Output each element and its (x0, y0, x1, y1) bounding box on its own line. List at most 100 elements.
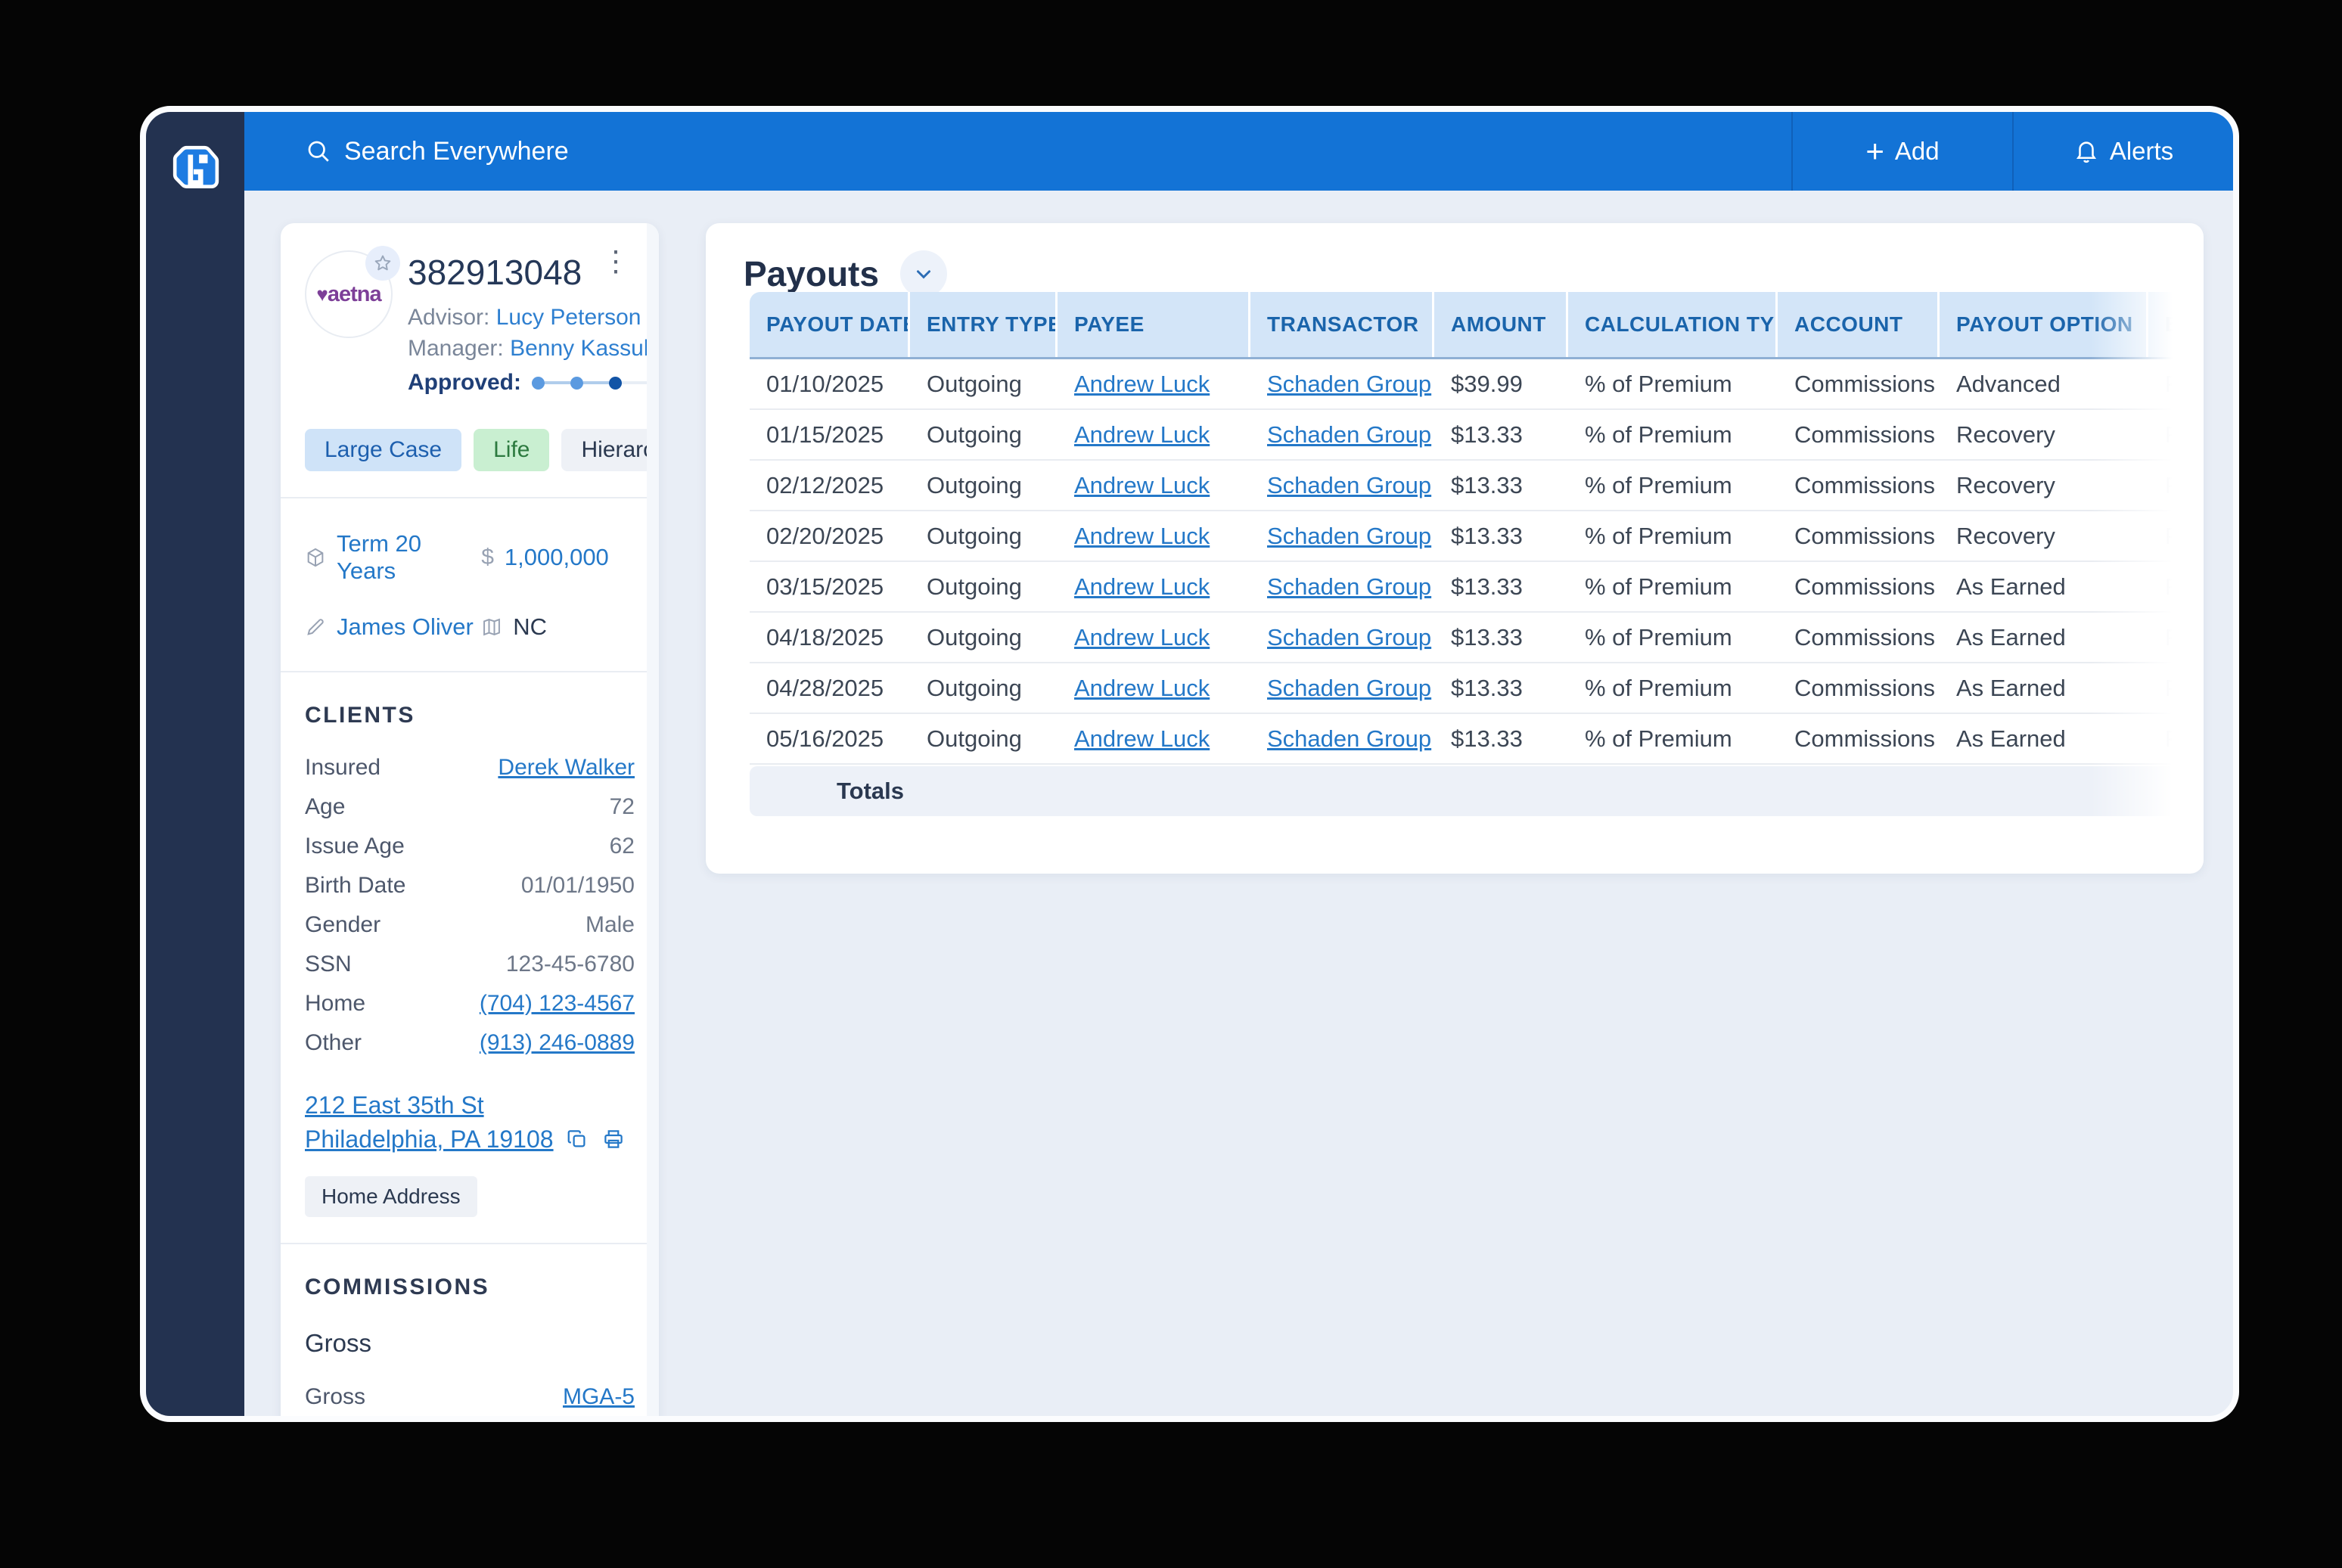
payee-link[interactable]: Andrew Luck (1074, 371, 1210, 397)
transactor-link[interactable]: Schaden Group (1267, 624, 1432, 650)
table-row: 05/16/2025 Outgoing Andrew Luck Schaden … (750, 714, 2204, 765)
balance-cell: P (2165, 421, 2181, 448)
payouts-table-body: 01/10/2025 Outgoing Andrew Luck Schaden … (750, 359, 2204, 765)
approval-progress (532, 376, 659, 390)
payee-link[interactable]: Andrew Luck (1074, 725, 1210, 752)
transactor-link[interactable]: Schaden Group (1267, 472, 1432, 498)
favorite-star-button[interactable] (365, 246, 400, 281)
kv-value[interactable]: MGA-5 (562, 1384, 635, 1409)
transactor-link[interactable]: Schaden Group (1267, 523, 1432, 549)
carrier-avatar: ♥aetna (305, 246, 400, 338)
calculation-type-cell: % of Premium (1585, 371, 1732, 397)
add-button-label: Add (1894, 137, 1940, 165)
kv-label: Issue Age (305, 834, 405, 859)
kv-value: 62 (609, 834, 635, 859)
entry-type-cell: Outgoing (927, 371, 1022, 397)
payee-link[interactable]: Andrew Luck (1074, 421, 1210, 448)
progress-dot (532, 376, 545, 390)
transactor-link[interactable]: Schaden Group (1267, 573, 1432, 600)
topbar: Search Everywhere + Add Alerts (244, 112, 2233, 191)
kv-value[interactable]: (913) 246-0889 (479, 1030, 635, 1055)
product-link[interactable]: Term 20 Years (305, 530, 481, 585)
amount-cell: $39.99 (1451, 371, 1523, 397)
dollar-icon: $ (481, 545, 494, 570)
transactor-link[interactable]: Schaden Group (1267, 421, 1432, 448)
payee-link[interactable]: Andrew Luck (1074, 472, 1210, 498)
package-icon (305, 547, 326, 568)
balance-cell: P (2165, 371, 2181, 397)
payee-link[interactable]: Andrew Luck (1074, 675, 1210, 701)
payout-option-cell: Recovery (1956, 472, 2055, 498)
kv-value: 72 (609, 794, 635, 819)
advisor-link[interactable]: Lucy Peterson (495, 305, 641, 330)
advisor-line: Advisor: Lucy Peterson (408, 305, 641, 330)
column-header[interactable]: CALCULATION TYPE (1568, 292, 1778, 357)
payout-date-cell: 05/16/2025 (766, 725, 884, 752)
app-logo-icon[interactable] (170, 144, 220, 194)
policy-details: Term 20 Years $ 1,000,000 (305, 530, 635, 641)
address-line1-link[interactable]: 212 East 35th St (305, 1091, 484, 1119)
account-cell: Commissions (1794, 573, 1936, 600)
face-amount-link[interactable]: $ 1,000,000 (481, 544, 609, 570)
column-header[interactable]: PAYEE (1058, 292, 1250, 357)
search-icon (305, 138, 332, 165)
column-header[interactable]: TRANSACTOR (1250, 292, 1434, 357)
amount-cell: $13.33 (1451, 675, 1523, 701)
payouts-title: Payouts (744, 253, 879, 293)
column-header[interactable]: PAYOUT DATE (750, 292, 910, 357)
kv-label: Gross (305, 1384, 366, 1409)
entry-type-cell: Outgoing (927, 472, 1022, 498)
payout-date-cell: 04/28/2025 (766, 675, 884, 701)
account-cell: Commissions (1794, 675, 1936, 701)
main-column: Search Everywhere + Add Alerts (244, 112, 2233, 1416)
amount-cell: $13.33 (1451, 725, 1523, 752)
payee-link[interactable]: Andrew Luck (1074, 624, 1210, 650)
app-sidebar (146, 112, 244, 1416)
heart-icon: ♥ (316, 282, 328, 306)
more-options-button[interactable]: ⋮ (601, 246, 630, 278)
writing-agent-link[interactable]: James Oliver (305, 613, 481, 641)
copy-icon[interactable] (566, 1128, 589, 1150)
account-cell: Commissions (1794, 421, 1936, 448)
transactor-link[interactable]: Schaden Group (1267, 675, 1432, 701)
payouts-collapse-button[interactable] (899, 250, 947, 297)
alerts-button[interactable]: Alerts (2012, 112, 2233, 191)
amount-cell: $13.33 (1451, 472, 1523, 498)
column-header[interactable]: B (2148, 292, 2204, 357)
transactor-link[interactable]: Schaden Group (1267, 371, 1432, 397)
progress-dot (609, 376, 622, 390)
column-header[interactable]: ACCOUNT (1778, 292, 1940, 357)
kv-label: Gender (305, 912, 381, 937)
gross-commissions-list: Gross MGA-5 Rate 90% Net Rate 87% (305, 1377, 635, 1416)
payee-link[interactable]: Andrew Luck (1074, 573, 1210, 600)
column-header[interactable]: PAYOUT OPTION (1940, 292, 2148, 357)
address-line2-link[interactable]: Philadelphia, PA 19108 (305, 1126, 554, 1153)
progress-dot (570, 376, 583, 390)
kv-value: Male (585, 912, 635, 937)
payee-link[interactable]: Andrew Luck (1074, 523, 1210, 549)
kv-value[interactable]: Derek Walker (498, 755, 635, 780)
add-button[interactable]: + Add (1791, 112, 2012, 191)
address-block: 212 East 35th St Philadelphia, PA 19108 (305, 1088, 635, 1157)
approval-status: Approved: (408, 370, 659, 396)
balance-cell: P (2165, 675, 2181, 701)
column-header[interactable]: AMOUNT (1434, 292, 1568, 357)
left-card-scrollbar[interactable] (647, 223, 659, 1416)
payout-date-cell: 02/12/2025 (766, 472, 884, 498)
kv-value[interactable]: (704) 123-4567 (479, 991, 635, 1016)
map-icon (481, 616, 502, 638)
kv-label: SSN (305, 952, 352, 977)
kv-row: Other (913) 246-0889 (305, 1023, 635, 1063)
amount-cell: $13.33 (1451, 624, 1523, 650)
manager-link[interactable]: Benny Kassulke (510, 336, 659, 361)
transactor-link[interactable]: Schaden Group (1267, 725, 1432, 752)
balance-cell: P (2165, 523, 2181, 549)
column-header[interactable]: ENTRY TYPE (910, 292, 1058, 357)
kv-label: Other (305, 1030, 362, 1055)
kv-label: Home (305, 991, 366, 1016)
balance-cell: P (2165, 624, 2181, 650)
search-input[interactable]: Search Everywhere (244, 112, 1791, 191)
policy-summary-card: ♥aetna 382913048 Advisor: (281, 223, 659, 1416)
payouts-table: PAYOUT DATE ENTRY TYPE PAYEE TRANSACTOR AMOU… (750, 292, 2204, 816)
print-icon[interactable] (602, 1128, 625, 1150)
